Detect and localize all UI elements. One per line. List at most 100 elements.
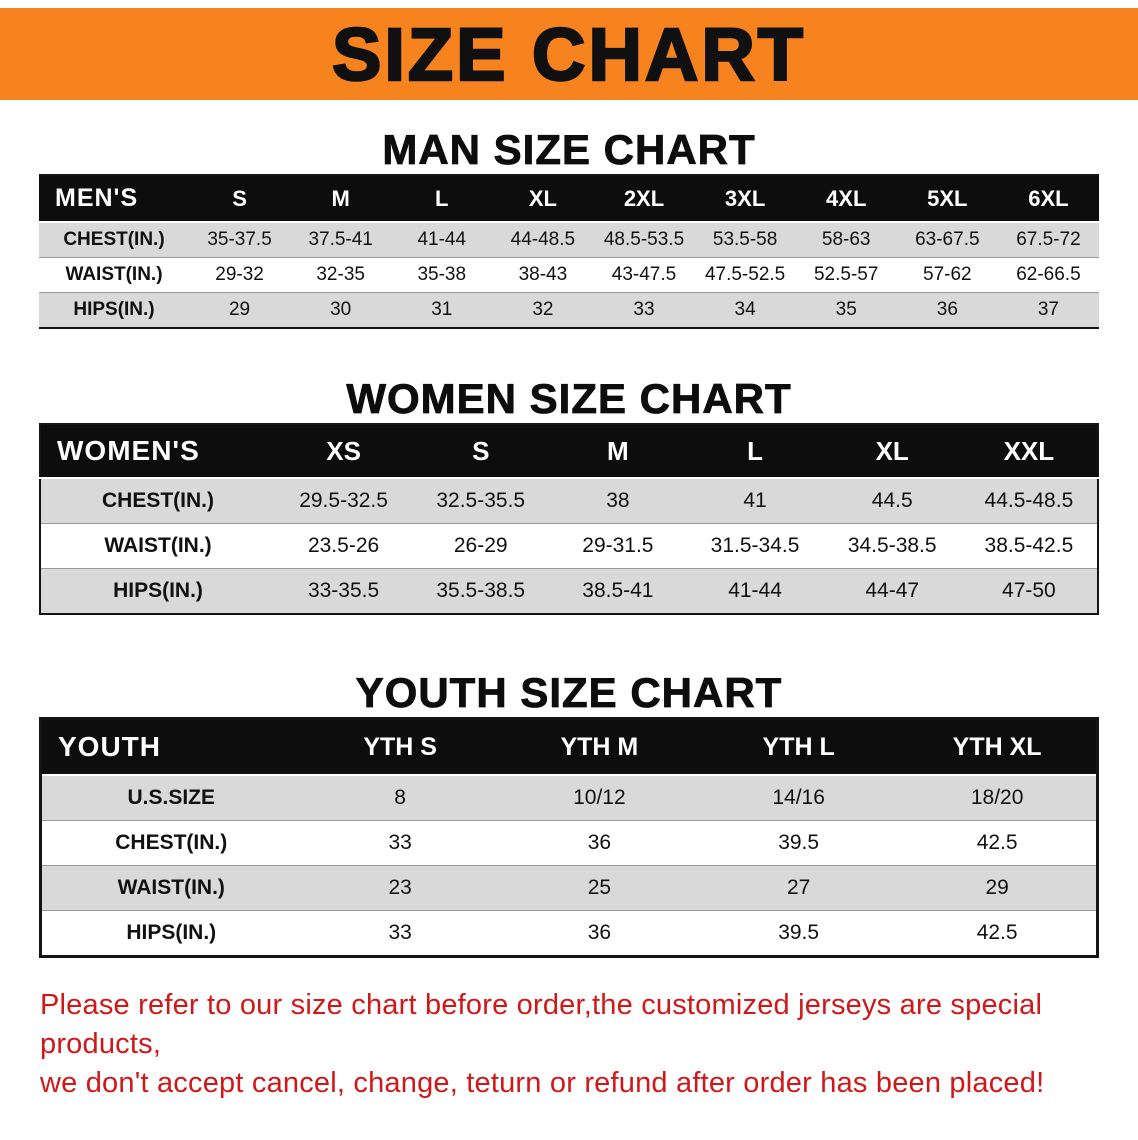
size-value-cell: 43-47.5 — [611, 264, 677, 285]
men-section: MAN SIZE CHART MEN'S S M L XL 2XL 3XL 4XL 5XL 6XL… — [0, 126, 1138, 329]
measurement-row: CHEST(IN.) 29.5-32.5 32.5-35.5 38 41 44.5 44.5… — [40, 478, 1098, 524]
size-value-cell: 48.5-53.5 — [603, 229, 685, 250]
size-value-cell: 23.5-26 — [307, 534, 380, 557]
size-value-cell: 38-43 — [518, 264, 568, 285]
size-column-header: YTH M — [499, 718, 699, 776]
size-column-header: YTH S — [300, 718, 500, 776]
table-title-cell: YOUTH — [40, 718, 301, 776]
size-value-cell: 26-29 — [453, 534, 508, 557]
disclaimer: Please refer to our size chart before or… — [40, 986, 1098, 1103]
size-column-header: XL — [492, 175, 594, 223]
size-value-cell: 42.5 — [976, 831, 1018, 854]
youth-section-heading: YOUTH SIZE CHART — [355, 669, 783, 717]
measurement-row: U.S.SIZE 8 10/12 14/16 18/20 — [40, 775, 1098, 821]
size-chart-page: SIZE CHART MAN SIZE CHART MEN'S S M L XL 2XL 3… — [0, 8, 1138, 1103]
row-label: HIPS(IN.) — [73, 299, 155, 320]
size-value-cell: 58-63 — [821, 229, 871, 250]
size-value-cell: 37.5-41 — [308, 229, 373, 250]
size-column-header: YTH L — [699, 718, 899, 776]
measurement-row: HIPS(IN.) 29 30 31 32 33 34 35 36 37 — [39, 292, 1099, 328]
size-column-header: 4XL — [795, 175, 897, 223]
size-value-cell: 35-38 — [417, 264, 467, 285]
size-value-cell: 34 — [734, 299, 756, 320]
size-value-cell: 44-47 — [865, 579, 920, 602]
table-title-cell: MEN'S — [39, 175, 189, 223]
men-section-heading: MAN SIZE CHART — [382, 126, 756, 174]
size-column-header: S — [412, 424, 550, 479]
size-value-cell: 25 — [587, 876, 612, 899]
header-row: WOMEN'S XS S M L XL XXL — [40, 424, 1098, 479]
size-column-header: 6XL — [997, 175, 1099, 223]
size-value-cell: 38.5-42.5 — [984, 534, 1074, 557]
size-value-cell: 38.5-41 — [582, 579, 654, 602]
women-size-table: WOMEN'S XS S M L XL XXL CHEST(IN.) 29.5-32.5 32.5… — [39, 423, 1099, 615]
size-value-cell: 44.5-48.5 — [984, 489, 1074, 512]
size-value-cell: 29 — [985, 876, 1009, 899]
men-size-table: MEN'S S M L XL 2XL 3XL 4XL 5XL 6XL CHEST(IN.) 35-37… — [39, 174, 1099, 329]
table-title-cell: WOMEN'S — [40, 424, 275, 479]
row-label: HIPS(IN.) — [126, 921, 217, 944]
size-value-cell: 44-48.5 — [510, 229, 576, 250]
size-value-cell: 41-44 — [417, 229, 467, 250]
size-column-header: 3XL — [694, 175, 796, 223]
size-value-cell: 47.5-52.5 — [704, 264, 786, 285]
size-column-header: M — [549, 424, 687, 479]
size-value-cell: 36 — [587, 921, 612, 944]
size-value-cell: 44.5 — [871, 489, 913, 512]
size-value-cell: 18/20 — [970, 786, 1024, 809]
size-value-cell: 33 — [388, 921, 412, 944]
measurement-row: HIPS(IN.) 33-35.5 35.5-38.5 38.5-41 41-44 44-… — [40, 568, 1098, 614]
page-title: SIZE CHART — [331, 11, 806, 97]
row-label: CHEST(IN.) — [63, 229, 165, 250]
disclaimer-line: we don't accept cancel, change, teturn o… — [40, 1067, 1045, 1100]
size-column-header: XS — [275, 424, 413, 479]
size-value-cell: 33 — [633, 299, 655, 320]
size-value-cell: 27 — [786, 876, 811, 899]
disclaimer-line: Please refer to our size chart before or… — [40, 989, 1043, 1061]
row-label: U.S.SIZE — [127, 786, 216, 809]
row-label: WAIST(IN.) — [117, 876, 225, 899]
youth-size-table: YOUTH YTH S YTH M YTH L YTH XL U.S.SIZE 8 10/12… — [39, 717, 1099, 958]
size-value-cell: 33-35.5 — [307, 579, 380, 602]
size-value-cell: 8 — [394, 786, 406, 809]
size-value-cell: 34.5-38.5 — [847, 534, 937, 557]
size-value-cell: 52.5-57 — [813, 264, 879, 285]
size-value-cell: 35.5-38.5 — [436, 579, 526, 602]
size-value-cell: 31 — [431, 299, 453, 320]
size-value-cell: 39.5 — [778, 921, 820, 944]
women-section-heading: WOMEN SIZE CHART — [346, 375, 792, 423]
size-value-cell: 41 — [743, 489, 767, 512]
women-section: WOMEN SIZE CHART WOMEN'S XS S M L XL XXL CHEST(… — [0, 375, 1138, 615]
measurement-row: CHEST(IN.) 33 36 39.5 42.5 — [40, 820, 1098, 866]
measurement-row: WAIST(IN.) 23 25 27 29 — [40, 865, 1098, 911]
header-row: YOUTH YTH S YTH M YTH L YTH XL — [40, 718, 1098, 776]
size-value-cell: 35-37.5 — [207, 229, 272, 250]
row-label: WAIST(IN.) — [104, 534, 212, 557]
size-value-cell: 57-62 — [923, 264, 972, 285]
size-value-cell: 32.5-35.5 — [436, 489, 526, 512]
size-value-cell: 32-35 — [316, 264, 365, 285]
size-value-cell: 33 — [388, 831, 412, 854]
size-value-cell: 14/16 — [772, 786, 825, 809]
row-label: CHEST(IN.) — [115, 831, 228, 854]
size-value-cell: 29-31.5 — [582, 534, 654, 557]
size-column-header: L — [391, 175, 493, 223]
size-column-header: YTH XL — [898, 718, 1098, 776]
measurement-row: WAIST(IN.) 29-32 32-35 35-38 38-43 43-47.5 47.… — [39, 257, 1099, 293]
youth-section: YOUTH SIZE CHART YOUTH YTH S YTH M YTH L YTH… — [0, 669, 1138, 958]
size-column-header: 5XL — [896, 175, 998, 223]
size-value-cell: 35 — [835, 299, 857, 320]
size-column-header: S — [189, 175, 291, 223]
measurement-row: WAIST(IN.) 23.5-26 26-29 29-31.5 31.5-34.5 34… — [40, 523, 1098, 569]
size-value-cell: 29 — [228, 299, 251, 320]
size-value-cell: 32 — [532, 299, 554, 320]
size-column-header: 2XL — [593, 175, 695, 223]
row-label: CHEST(IN.) — [102, 489, 214, 512]
size-value-cell: 36 — [587, 831, 612, 854]
size-value-cell: 30 — [330, 299, 352, 320]
size-column-header: XXL — [960, 424, 1098, 479]
size-value-cell: 29.5-32.5 — [299, 489, 388, 512]
size-column-header: M — [290, 175, 392, 223]
size-value-cell: 63-67.5 — [915, 229, 980, 250]
size-value-cell: 62-66.5 — [1016, 264, 1081, 285]
